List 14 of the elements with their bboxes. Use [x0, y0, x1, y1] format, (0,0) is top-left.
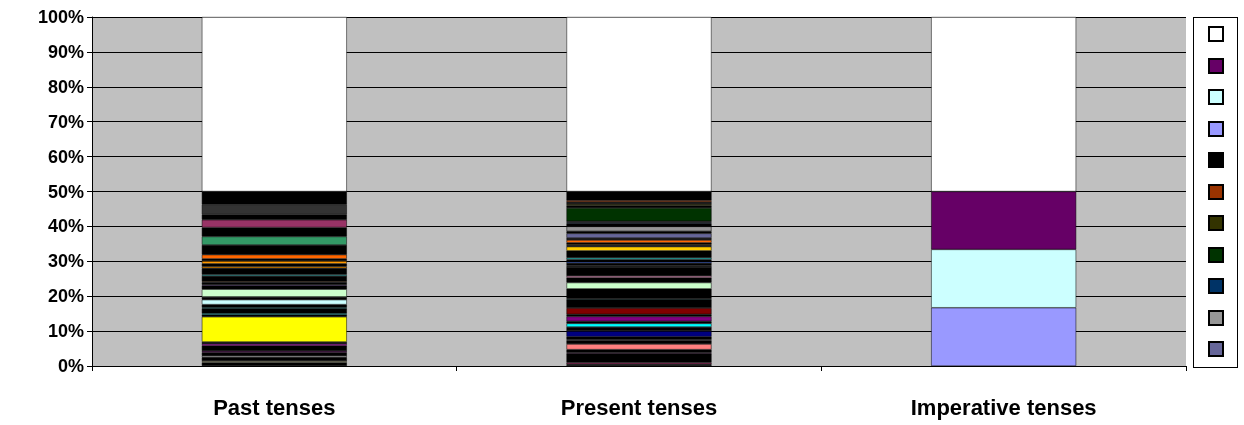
x-tick-label: Present tenses	[560, 394, 718, 420]
x-tick-label: Past tenses	[213, 394, 336, 420]
y-tick-label: 80%	[47, 76, 84, 97]
y-tick-label: 90%	[47, 41, 84, 62]
y-tick-label: 30%	[47, 251, 84, 272]
y-tick-label: 70%	[47, 111, 84, 132]
y-tick-label: 0%	[57, 356, 84, 376]
y-tick-label: 60%	[47, 146, 84, 167]
y-tick-label: 20%	[47, 286, 84, 307]
y-tick-label: 50%	[47, 181, 84, 202]
y-tick-label: 40%	[47, 216, 84, 237]
x-tick-label: Imperative tenses	[910, 394, 1097, 420]
y-tick-label: 100%	[37, 7, 84, 27]
y-tick-label: 10%	[47, 321, 84, 342]
